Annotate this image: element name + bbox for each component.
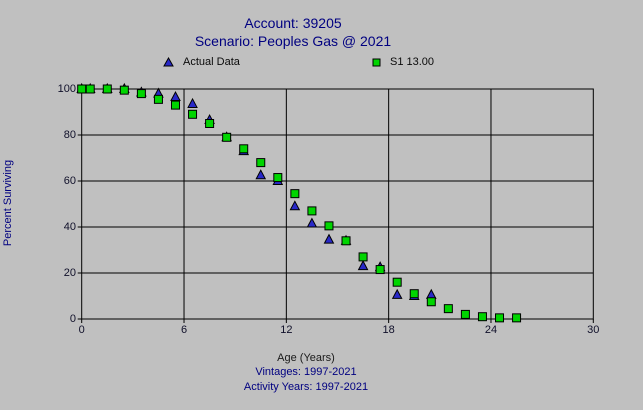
data-point-s1 — [85, 84, 95, 94]
data-point-s1 — [392, 277, 402, 287]
data-point-s1 — [324, 221, 334, 231]
data-point-s1 — [375, 265, 385, 275]
data-point-s1 — [188, 109, 198, 119]
data-point-s1 — [341, 236, 351, 246]
data-point-s1 — [239, 144, 249, 154]
x-axis-title: Age (Years) — [277, 352, 335, 364]
x-tick-label: 6 — [180, 324, 188, 336]
y-tick-label: 0 — [69, 313, 76, 325]
data-point-s1 — [273, 173, 283, 183]
data-point-actual — [306, 217, 318, 228]
y-tick-label: 60 — [63, 175, 76, 187]
data-point-s1 — [426, 297, 436, 307]
y-tick-label: 100 — [57, 83, 76, 95]
data-point-actual — [170, 90, 181, 102]
y-axis-title: Percent Surviving — [2, 159, 14, 247]
legend-label-s1: S1 13.00 — [390, 56, 435, 68]
x-tick-label: 24 — [484, 324, 498, 336]
x-tick-label: 12 — [280, 324, 293, 336]
x-tick-label: 0 — [78, 324, 85, 336]
data-point-s1 — [307, 206, 317, 216]
data-point-s1 — [477, 312, 487, 322]
data-point-s1 — [256, 158, 266, 168]
data-point-actual — [255, 169, 267, 180]
square-marker-icon — [372, 58, 381, 66]
data-point-actual — [391, 288, 403, 299]
data-point-s1 — [512, 313, 522, 323]
data-point-s1 — [460, 309, 470, 319]
chart-title-account: Account: 39205 — [244, 15, 342, 31]
chart-title-scenario: Scenario: Peoples Gas @ 2021 — [194, 33, 392, 49]
data-point-actual — [289, 200, 301, 211]
data-point-s1 — [358, 252, 368, 262]
data-point-s1 — [77, 84, 87, 94]
data-point-s1 — [495, 313, 505, 323]
data-point-actual — [187, 97, 198, 108]
y-tick-label: 40 — [63, 221, 76, 233]
vintages-label: Vintages: 1997-2021 — [255, 366, 357, 378]
data-point-s1 — [205, 119, 215, 128]
data-point-s1 — [136, 89, 146, 99]
y-tick-label: 80 — [63, 129, 76, 141]
legend-item-s1: S1 13.00 — [372, 55, 434, 69]
legend-label-actual-data: Actual Data — [183, 56, 240, 68]
data-point-actual — [425, 288, 437, 299]
activity-years-label: Activity Years: 1997-2021 — [243, 381, 369, 393]
x-tick-label: 18 — [382, 324, 395, 336]
data-point-actual — [357, 260, 369, 271]
data-point-actual — [323, 233, 335, 244]
plot-frame — [81, 88, 594, 320]
triangle-marker-icon — [163, 57, 174, 67]
data-point-s1 — [409, 289, 419, 299]
data-point-s1 — [443, 304, 453, 314]
x-tick-label: 30 — [587, 324, 600, 336]
data-point-s1 — [119, 85, 129, 95]
y-tick-label: 20 — [63, 267, 76, 279]
data-point-s1 — [170, 100, 180, 110]
data-point-s1 — [153, 94, 163, 104]
data-point-s1 — [290, 189, 300, 199]
data-point-s1 — [102, 84, 112, 94]
data-point-s1 — [222, 132, 232, 142]
legend-item-actual-data: Actual Data — [163, 55, 240, 69]
